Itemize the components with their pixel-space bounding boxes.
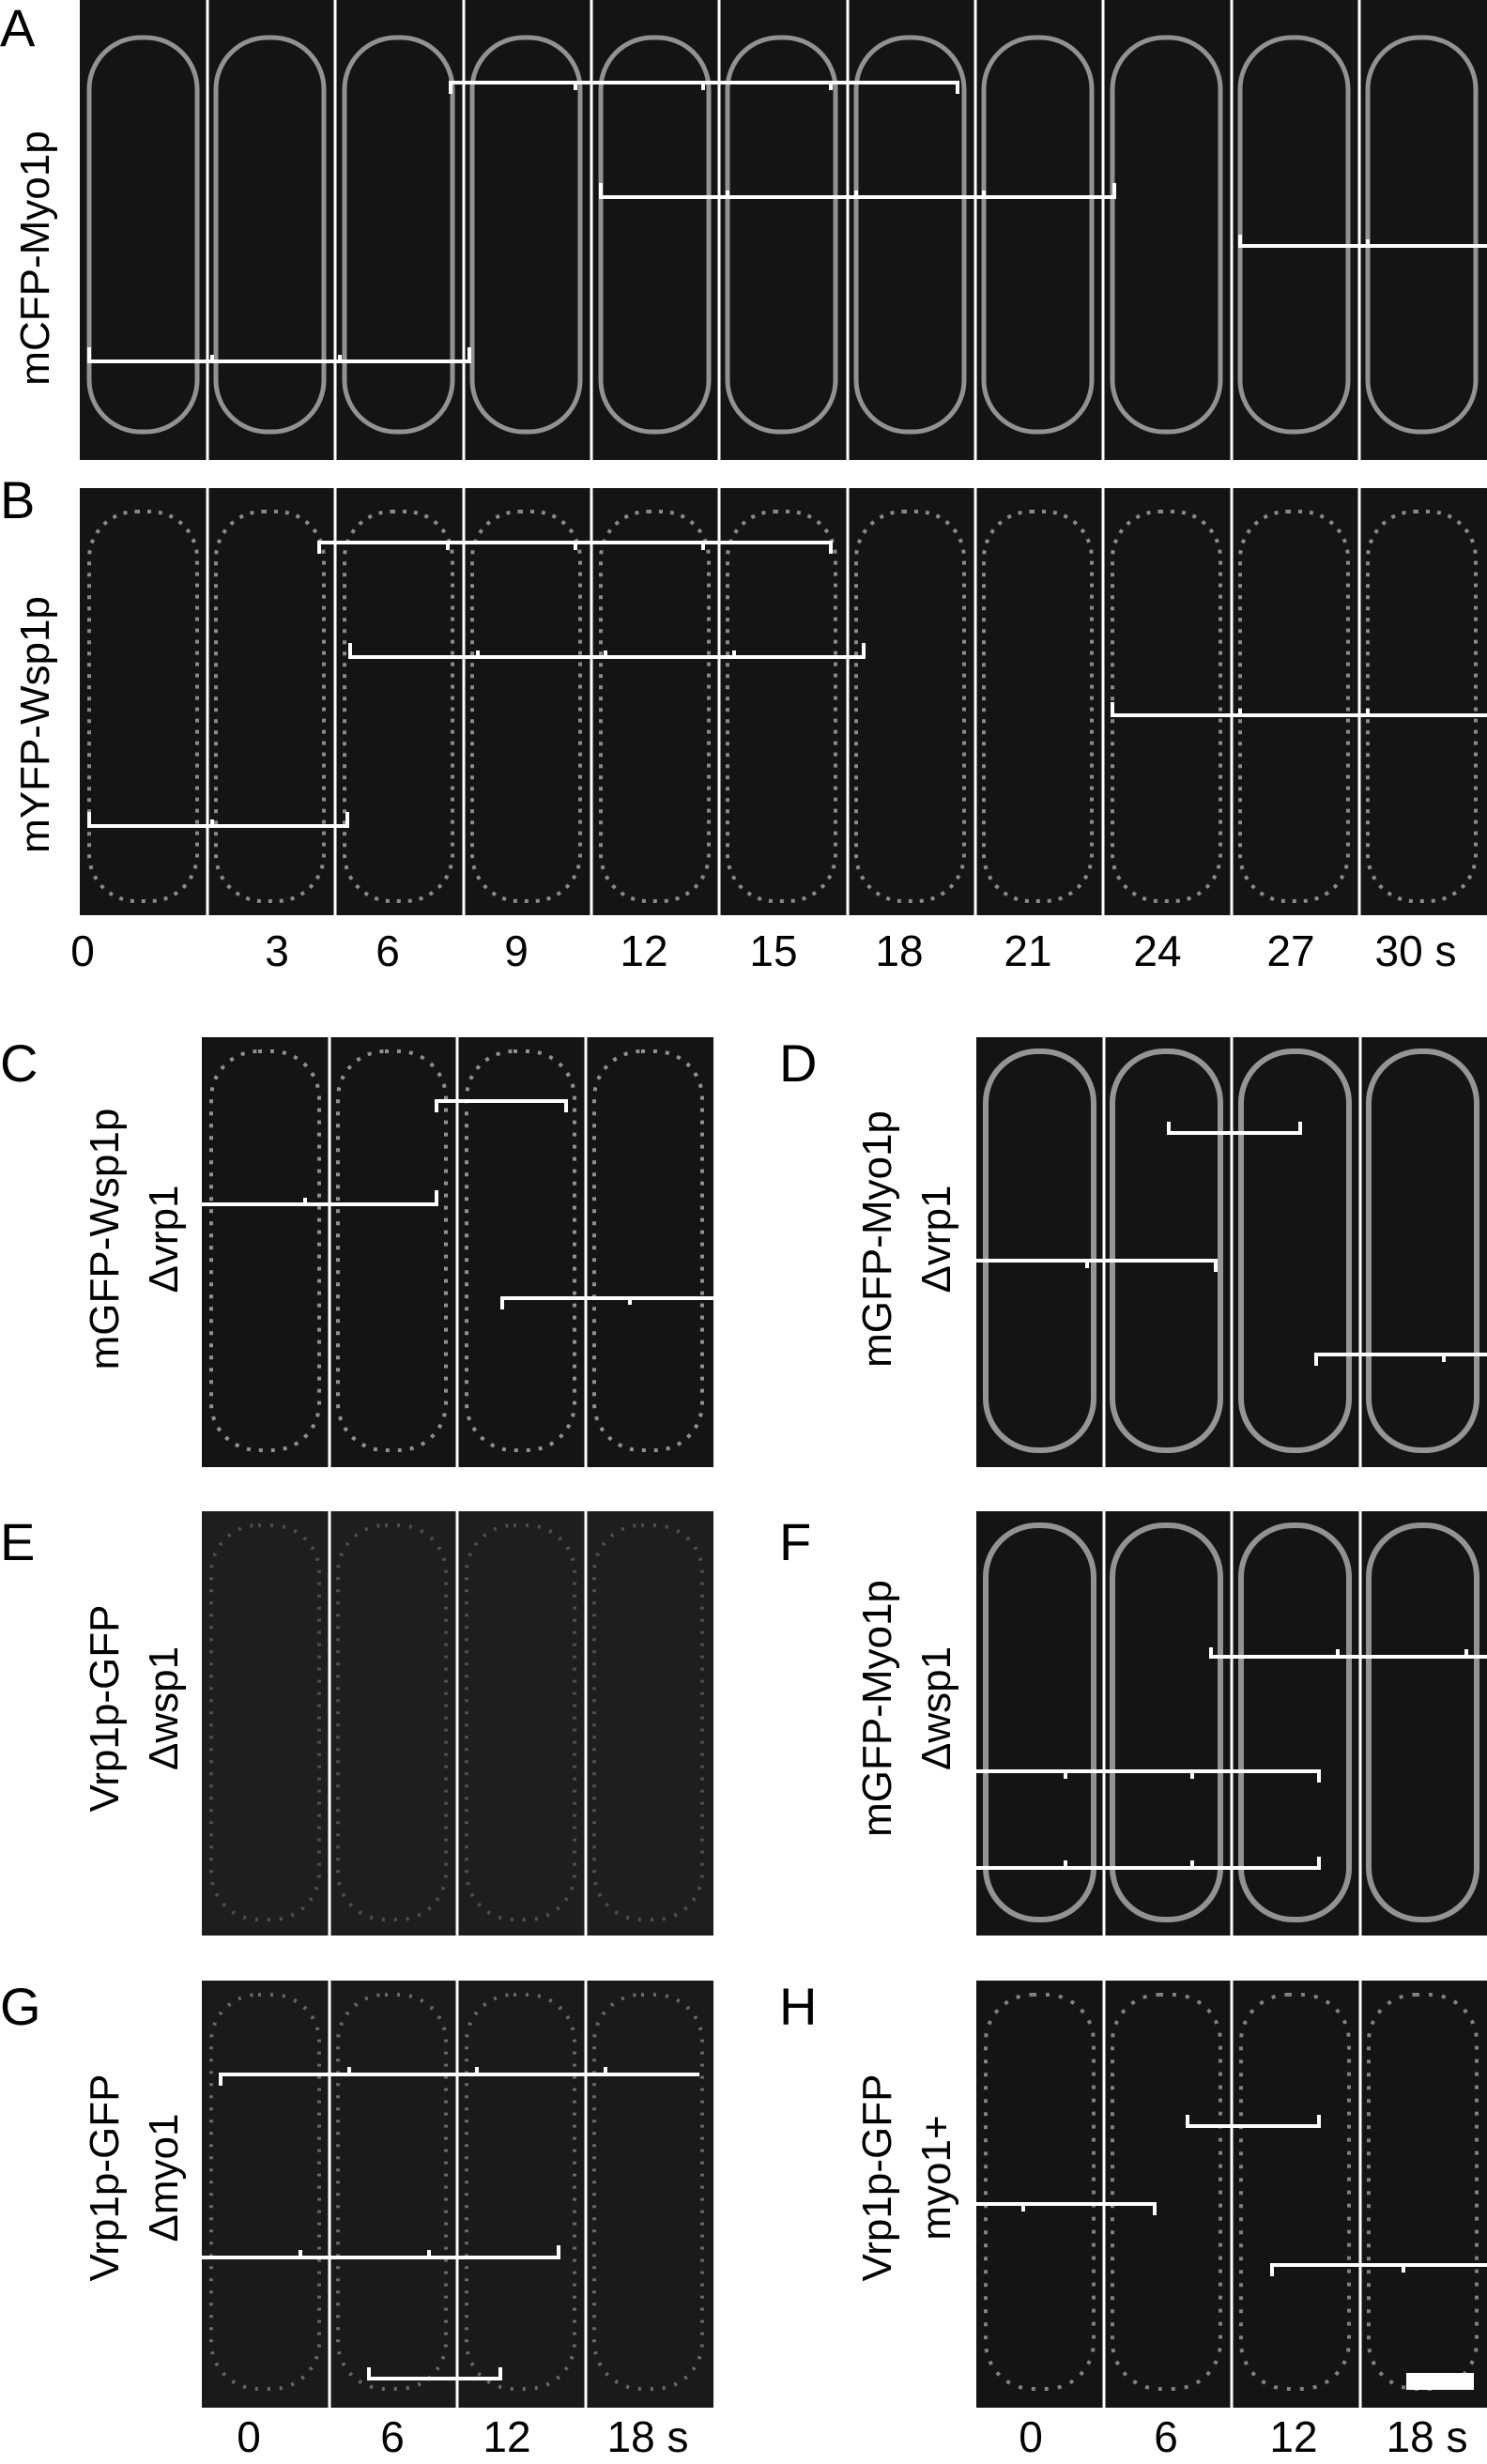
- micrograph-strip-e: [202, 1511, 713, 1936]
- time-label: 21: [1004, 926, 1052, 975]
- row-label-h1: Vrp1p-GFP: [854, 2074, 900, 2282]
- panel-letter-g: G: [0, 1977, 41, 2036]
- time-label: 9: [504, 926, 529, 975]
- scale-bar: [1406, 2373, 1474, 2390]
- time-label: 6: [1154, 2412, 1178, 2461]
- panel-letter-f: F: [779, 1512, 812, 1571]
- row-label-a: mCFP-Myo1p: [12, 130, 58, 386]
- time-label: 0: [70, 926, 95, 975]
- time-label: 18 s: [1386, 2412, 1468, 2461]
- micrograph-strip-f: [976, 1511, 1487, 1936]
- time-label: 6: [376, 926, 400, 975]
- micrograph-strip-d: [976, 1037, 1487, 1467]
- micrograph-strip-h: [976, 1981, 1487, 2408]
- panel-letter-a: A: [0, 0, 36, 57]
- time-label: 0: [1019, 2412, 1043, 2461]
- row-label-c1: mGFP-Wsp1p: [82, 1108, 128, 1370]
- row-label-e1: Vrp1p-GFP: [82, 1604, 128, 1813]
- row-label-d1: mGFP-Myo1p: [854, 1110, 900, 1368]
- time-label: 30 s: [1374, 926, 1457, 975]
- micrograph-strip-c: [202, 1037, 713, 1467]
- time-label: 6: [380, 2412, 405, 2461]
- row-label-b: mYFP-Wsp1p: [12, 596, 58, 853]
- micrograph-strip-a: [80, 0, 1487, 460]
- micrograph-strip-b: [80, 488, 1487, 915]
- time-label: 12: [483, 2412, 531, 2461]
- time-label: 27: [1266, 926, 1315, 975]
- time-label: 18: [875, 926, 924, 975]
- row-label-c2: Δvrp1: [141, 1185, 187, 1293]
- row-label-g2: Δmyo1: [141, 2113, 187, 2242]
- micrograph-strip-g: [202, 1981, 713, 2408]
- panel-letter-c: C: [0, 1033, 38, 1093]
- panel-letter-h: H: [779, 1977, 818, 2036]
- panel-letter-e: E: [0, 1512, 36, 1571]
- row-label-d2: Δvrp1: [913, 1185, 959, 1293]
- time-label: 24: [1133, 926, 1182, 975]
- time-label: 3: [265, 926, 289, 975]
- row-label-g1: Vrp1p-GFP: [82, 2074, 128, 2282]
- panel-letter-b: B: [0, 470, 36, 529]
- row-label-f1: mGFP-Myo1p: [854, 1580, 900, 1837]
- time-label: 18 s: [606, 2412, 689, 2461]
- row-label-h2: myo1+: [913, 2115, 959, 2241]
- time-label: 12: [620, 926, 668, 975]
- time-label: 0: [237, 2412, 261, 2461]
- panel-letter-d: D: [779, 1033, 818, 1093]
- time-label: 15: [749, 926, 798, 975]
- row-label-f2: Δwsp1: [913, 1645, 959, 1771]
- time-label: 12: [1269, 2412, 1318, 2461]
- row-label-e2: Δwsp1: [141, 1645, 187, 1771]
